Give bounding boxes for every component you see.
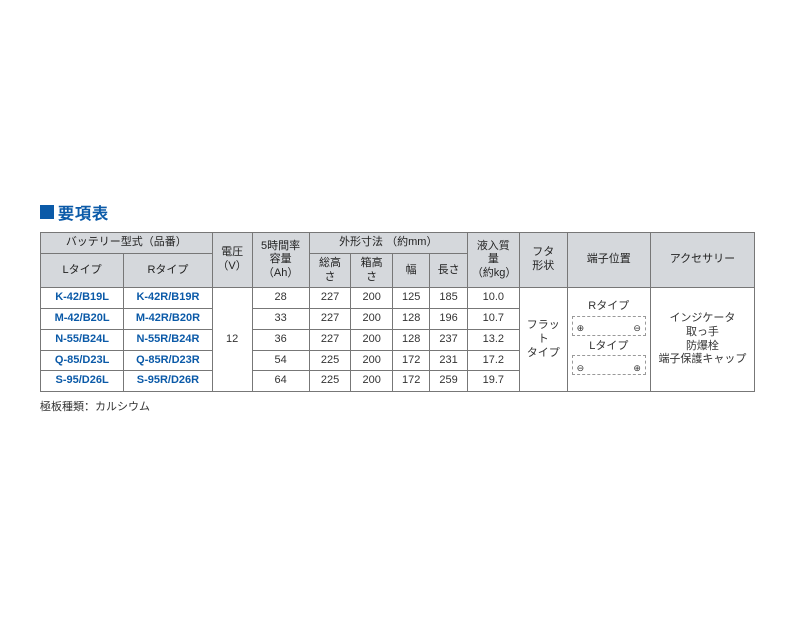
col-accessory: アクセサリー (650, 233, 754, 288)
cell-length: 237 (430, 329, 467, 350)
title-marker (40, 205, 54, 219)
cell-terminal: Rタイプ ⊕ ⊖ Lタイプ ⊖ ⊕ (567, 288, 650, 392)
cell-total-h: 225 (309, 350, 351, 371)
col-capacity: 5時間率容量 （Ah） (252, 233, 309, 288)
cell-capacity: 28 (252, 288, 309, 309)
col-l-type: Lタイプ (41, 253, 124, 288)
col-mass: 液入質量 （約kg） (467, 233, 519, 288)
cell-r-type: S-95R/D26R (124, 371, 212, 392)
minus-icon: ⊖ (577, 363, 585, 374)
cell-width: 128 (392, 329, 429, 350)
cell-voltage: 12 (212, 288, 252, 392)
cell-mass: 17.2 (467, 350, 519, 371)
spec-table: バッテリー型式（品番） 電圧 （V） 5時間率容量 （Ah） 外形寸法 （約mm… (40, 232, 755, 392)
cell-mass: 13.2 (467, 329, 519, 350)
cell-capacity: 36 (252, 329, 309, 350)
cell-length: 259 (430, 371, 467, 392)
cell-mass: 19.7 (467, 371, 519, 392)
accessory-item: 端子保護キャップ (655, 353, 750, 367)
terminal-r-label: Rタイプ (572, 300, 646, 314)
cell-r-type: N-55R/B24R (124, 329, 212, 350)
minus-icon: ⊖ (633, 323, 641, 334)
col-r-type: Rタイプ (124, 253, 212, 288)
terminal-l-diagram: ⊖ ⊕ (572, 355, 646, 375)
cell-l-type: N-55/B24L (41, 329, 124, 350)
cell-capacity: 64 (252, 371, 309, 392)
col-length: 長さ (430, 253, 467, 288)
col-total-h: 総高さ (309, 253, 351, 288)
cell-l-type: K-42/B19L (41, 288, 124, 309)
cell-box-h: 200 (351, 329, 393, 350)
cell-total-h: 227 (309, 309, 351, 330)
cell-total-h: 225 (309, 371, 351, 392)
cell-lid: フラット タイプ (519, 288, 567, 392)
col-box-h: 箱高さ (351, 253, 393, 288)
cell-length: 231 (430, 350, 467, 371)
plus-icon: ⊕ (577, 323, 585, 334)
terminal-r-diagram: ⊕ ⊖ (572, 316, 646, 336)
accessory-item: 取っ手 (655, 326, 750, 340)
cell-width: 128 (392, 309, 429, 330)
cell-mass: 10.7 (467, 309, 519, 330)
col-width: 幅 (392, 253, 429, 288)
cell-length: 196 (430, 309, 467, 330)
col-model-group: バッテリー型式（品番） (41, 233, 213, 254)
cell-l-type: S-95/D26L (41, 371, 124, 392)
cell-l-type: Q-85/D23L (41, 350, 124, 371)
cell-r-type: Q-85R/D23R (124, 350, 212, 371)
cell-accessories: インジケータ 取っ手 防爆栓 端子保護キャップ (650, 288, 754, 392)
col-lid: フタ 形状 (519, 233, 567, 288)
cell-width: 125 (392, 288, 429, 309)
cell-width: 172 (392, 371, 429, 392)
cell-total-h: 227 (309, 288, 351, 309)
table-row: K-42/B19L K-42R/B19R 12 28 227 200 125 1… (41, 288, 755, 309)
footnote: 極板種類：カルシウム (40, 398, 765, 414)
cell-width: 172 (392, 350, 429, 371)
cell-box-h: 200 (351, 309, 393, 330)
cell-box-h: 200 (351, 371, 393, 392)
accessory-item: 防爆栓 (655, 340, 750, 354)
cell-capacity: 54 (252, 350, 309, 371)
title-text: 要項表 (58, 200, 109, 224)
col-dims-group: 外形寸法 （約mm） (309, 233, 467, 254)
terminal-l-label: Lタイプ (572, 340, 646, 354)
col-terminal: 端子位置 (567, 233, 650, 288)
accessory-item: インジケータ (655, 312, 750, 326)
cell-total-h: 227 (309, 329, 351, 350)
cell-r-type: K-42R/B19R (124, 288, 212, 309)
cell-mass: 10.0 (467, 288, 519, 309)
cell-r-type: M-42R/B20R (124, 309, 212, 330)
cell-l-type: M-42/B20L (41, 309, 124, 330)
section-title: 要項表 (40, 200, 765, 224)
cell-length: 185 (430, 288, 467, 309)
plus-icon: ⊕ (633, 363, 641, 374)
cell-box-h: 200 (351, 350, 393, 371)
cell-box-h: 200 (351, 288, 393, 309)
col-voltage: 電圧 （V） (212, 233, 252, 288)
cell-capacity: 33 (252, 309, 309, 330)
